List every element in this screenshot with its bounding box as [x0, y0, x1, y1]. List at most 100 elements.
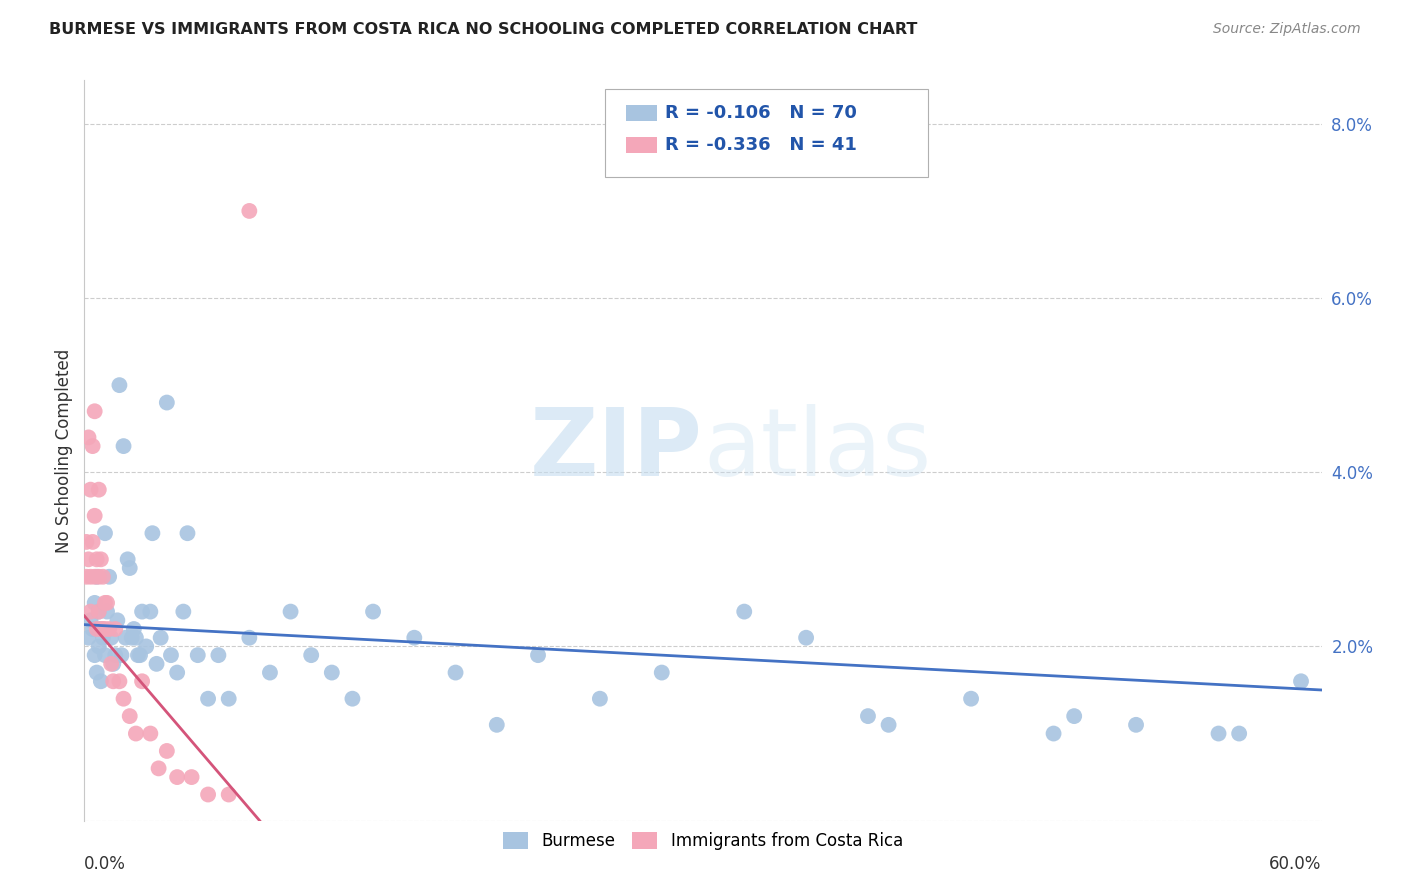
Point: [180, 770, 202, 784]
Point: [82, 535, 104, 549]
Point: [145, 657, 167, 671]
Point: [127, 648, 149, 662]
Point: [125, 726, 148, 740]
Point: [197, 788, 219, 802]
Point: [86, 622, 108, 636]
Point: [139, 605, 162, 619]
Point: [112, 691, 135, 706]
Point: [321, 665, 343, 680]
Point: [131, 605, 153, 619]
Point: [135, 640, 157, 654]
Point: [149, 631, 172, 645]
Text: Source: ZipAtlas.com: Source: ZipAtlas.com: [1213, 22, 1361, 37]
Text: R = -0.336   N = 41: R = -0.336 N = 41: [665, 136, 856, 154]
Point: [299, 648, 322, 662]
Text: 0.0%: 0.0%: [84, 855, 127, 873]
Point: [90, 622, 112, 636]
Point: [118, 709, 141, 723]
Point: [86, 665, 108, 680]
Point: [98, 570, 121, 584]
Point: [527, 648, 550, 662]
Point: [75, 535, 97, 549]
Legend: Burmese, Immigrants from Costa Rica: Burmese, Immigrants from Costa Rica: [496, 825, 910, 856]
Point: [103, 674, 125, 689]
Point: [121, 631, 143, 645]
Point: [589, 691, 612, 706]
Point: [90, 674, 112, 689]
Point: [1289, 674, 1312, 689]
Text: BURMESE VS IMMIGRANTS FROM COSTA RICA NO SCHOOLING COMPLETED CORRELATION CHART: BURMESE VS IMMIGRANTS FROM COSTA RICA NO…: [49, 22, 918, 37]
Point: [187, 648, 209, 662]
Point: [197, 691, 219, 706]
Point: [125, 631, 148, 645]
Point: [141, 526, 163, 541]
Point: [94, 596, 117, 610]
Point: [856, 709, 879, 723]
Point: [79, 483, 101, 497]
Point: [104, 622, 127, 636]
Point: [280, 605, 302, 619]
Point: [960, 691, 983, 706]
Point: [105, 613, 128, 627]
Point: [83, 404, 105, 418]
Point: [794, 631, 817, 645]
Point: [131, 674, 153, 689]
Point: [156, 744, 179, 758]
Point: [100, 657, 122, 671]
Point: [86, 552, 108, 566]
Point: [75, 570, 97, 584]
Point: [361, 605, 384, 619]
Point: [103, 657, 125, 671]
Point: [96, 596, 118, 610]
Point: [108, 378, 131, 392]
Point: [129, 648, 152, 662]
Text: ZIP: ZIP: [530, 404, 703, 497]
Point: [156, 395, 179, 409]
Point: [238, 631, 260, 645]
Point: [444, 665, 467, 680]
Point: [94, 648, 117, 662]
Point: [96, 605, 118, 619]
Point: [259, 665, 281, 680]
Point: [172, 605, 194, 619]
Point: [83, 596, 105, 610]
Point: [1208, 726, 1230, 740]
Point: [166, 665, 188, 680]
Point: [87, 605, 110, 619]
Point: [94, 622, 117, 636]
Point: [110, 648, 132, 662]
Point: [79, 570, 101, 584]
Point: [218, 788, 240, 802]
Point: [651, 665, 673, 680]
Point: [77, 430, 100, 444]
Point: [91, 570, 114, 584]
Point: [877, 718, 900, 732]
Y-axis label: No Schooling Completed: No Schooling Completed: [55, 349, 73, 552]
Point: [86, 570, 108, 584]
Point: [166, 770, 188, 784]
Point: [91, 622, 114, 636]
Point: [82, 622, 104, 636]
Point: [100, 631, 122, 645]
Point: [148, 761, 170, 775]
Point: [238, 203, 260, 218]
Point: [87, 640, 110, 654]
Point: [485, 718, 508, 732]
Point: [83, 508, 105, 523]
Point: [1125, 718, 1147, 732]
Point: [83, 648, 105, 662]
Point: [90, 552, 112, 566]
Point: [404, 631, 426, 645]
Point: [118, 561, 141, 575]
Point: [77, 552, 100, 566]
Point: [207, 648, 229, 662]
Point: [114, 631, 136, 645]
Point: [87, 605, 110, 619]
Point: [104, 648, 127, 662]
Point: [733, 605, 755, 619]
Point: [1063, 709, 1085, 723]
Point: [98, 622, 121, 636]
Point: [90, 622, 112, 636]
Point: [1042, 726, 1064, 740]
Text: atlas: atlas: [703, 404, 931, 497]
